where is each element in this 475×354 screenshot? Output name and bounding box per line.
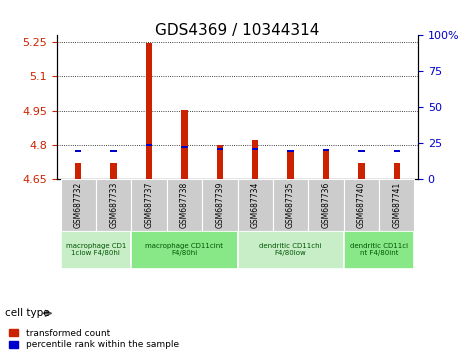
Text: GSM687733: GSM687733 [109, 182, 118, 228]
Bar [323, 149, 329, 151]
Bar [146, 144, 152, 146]
Bar [111, 163, 117, 179]
Bar [75, 150, 81, 152]
Bar [146, 43, 152, 179]
Bar [358, 150, 364, 152]
Text: GSM687740: GSM687740 [357, 182, 366, 228]
Text: macrophage CD1
1clow F4/80hi: macrophage CD1 1clow F4/80hi [66, 243, 126, 256]
Legend: transformed count, percentile rank within the sample: transformed count, percentile rank withi… [10, 329, 179, 349]
Bar [252, 148, 258, 150]
Bar [217, 145, 223, 179]
Bar [287, 150, 294, 152]
Text: GSM687741: GSM687741 [392, 182, 401, 228]
Bar [181, 146, 188, 148]
Bar [181, 110, 188, 179]
Bar [96, 179, 131, 230]
Bar [394, 163, 400, 179]
Bar [394, 150, 400, 152]
Text: macrophage CD11cint
F4/80hi: macrophage CD11cint F4/80hi [145, 243, 223, 256]
Bar [131, 230, 238, 269]
Bar [217, 148, 223, 150]
Bar [273, 179, 308, 230]
Bar [111, 150, 117, 152]
Text: GSM687739: GSM687739 [215, 182, 224, 228]
Text: GSM687735: GSM687735 [286, 182, 295, 228]
Text: cell type: cell type [5, 308, 49, 318]
Bar [308, 179, 344, 230]
Bar [60, 179, 96, 230]
Text: GDS4369 / 10344314: GDS4369 / 10344314 [155, 23, 320, 38]
Bar [252, 140, 258, 179]
Text: dendritic CD11chi
F4/80low: dendritic CD11chi F4/80low [259, 243, 322, 256]
Text: GSM687736: GSM687736 [322, 182, 331, 228]
Bar [167, 179, 202, 230]
Bar [238, 230, 344, 269]
Bar [287, 152, 294, 179]
Bar [358, 163, 364, 179]
Bar [379, 179, 415, 230]
Bar [202, 179, 238, 230]
Bar [60, 230, 131, 269]
Bar [344, 179, 379, 230]
Bar [344, 230, 415, 269]
Bar [131, 179, 167, 230]
Bar [323, 151, 329, 179]
Text: GSM687734: GSM687734 [251, 182, 260, 228]
Text: GSM687737: GSM687737 [144, 182, 153, 228]
Text: GSM687738: GSM687738 [180, 182, 189, 228]
Bar [75, 163, 81, 179]
Text: dendritic CD11ci
nt F4/80int: dendritic CD11ci nt F4/80int [350, 243, 408, 256]
Bar [238, 179, 273, 230]
Text: GSM687732: GSM687732 [74, 182, 83, 228]
